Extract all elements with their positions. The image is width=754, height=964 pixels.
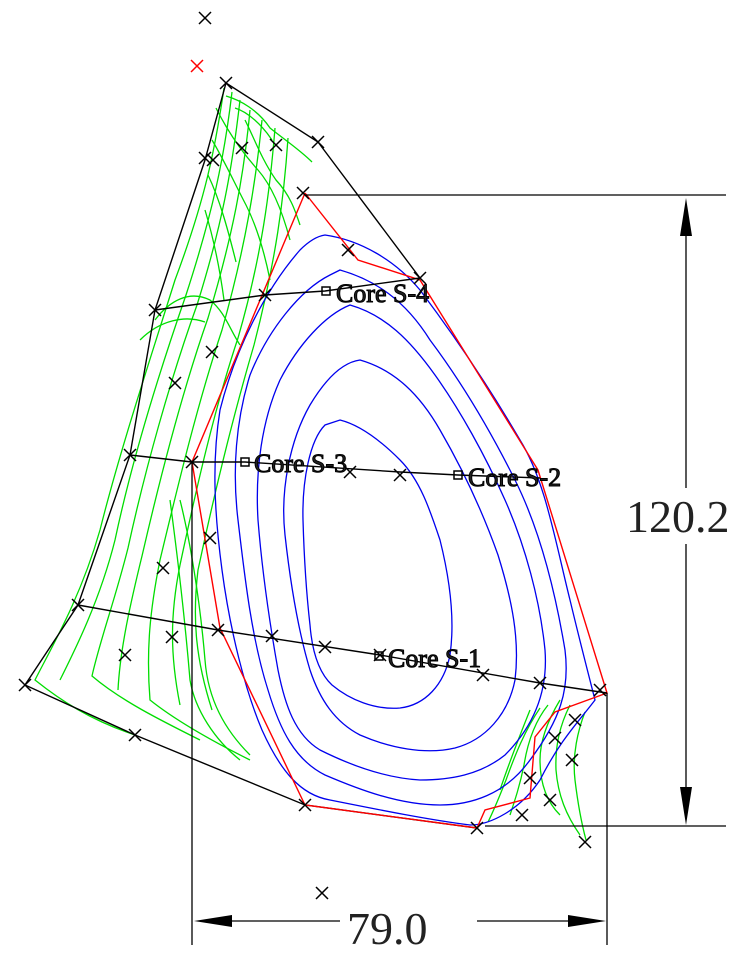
survey-point-x-marker	[533, 676, 547, 690]
survey-point-markers	[18, 11, 607, 900]
survey-point-x-marker	[568, 713, 582, 727]
survey-point-x-marker	[393, 468, 407, 482]
survey-point-x-marker	[123, 448, 137, 462]
survey-point-x-marker	[476, 668, 490, 682]
core-s1-label: Core S-1	[388, 644, 481, 673]
survey-point-x-marker	[198, 151, 212, 165]
core-s2-marker	[453, 470, 463, 480]
survey-point-x-marker	[311, 135, 325, 149]
survey-point-x-marker	[211, 623, 225, 637]
arrowhead-right	[568, 915, 606, 927]
survey-point-x-marker	[148, 303, 162, 317]
survey-point-x-marker-red	[190, 59, 204, 73]
core-s3-label: Core S-3	[254, 449, 347, 478]
survey-point-x-marker	[296, 186, 310, 200]
arrowhead-left	[194, 915, 232, 927]
survey-point-x-marker	[118, 648, 132, 662]
survey-point-x-marker	[341, 243, 355, 257]
height-label-mask	[622, 488, 748, 544]
survey-point-x-marker	[269, 138, 283, 152]
height-dimension-label: 120.2	[626, 491, 730, 542]
inner-boundary	[191, 192, 608, 829]
survey-point-x-marker	[265, 629, 279, 643]
survey-point-x-marker	[548, 731, 562, 745]
core-s2-label: Core S-2	[468, 463, 561, 492]
survey-point-x-marker	[219, 76, 233, 90]
survey-point-x-marker	[206, 153, 220, 167]
survey-point-x-marker	[413, 271, 427, 285]
core-s4-label: Core S-4	[336, 279, 429, 308]
survey-point-x-marker	[298, 798, 312, 812]
survey-point-x-marker	[578, 835, 592, 849]
dimension-arrows	[194, 198, 692, 927]
arrowhead-up	[680, 198, 692, 236]
survey-point-x-marker	[235, 141, 249, 155]
survey-point-x-marker	[373, 648, 387, 662]
survey-point-x-marker	[156, 561, 170, 575]
survey-point-x-marker	[470, 821, 484, 835]
survey-point-x-marker	[185, 455, 199, 469]
survey-point-x-marker	[318, 640, 332, 654]
survey-point-x-marker	[593, 683, 607, 697]
survey-point-x-marker	[198, 11, 212, 25]
core-labels: Core S-4 Core S-3 Core S-2 Core S-1	[240, 279, 562, 674]
inner-contour-lines	[214, 234, 596, 826]
survey-point-x-marker	[515, 808, 529, 822]
survey-point-x-marker	[165, 630, 179, 644]
survey-point-x-marker	[168, 376, 182, 390]
survey-point-x-marker	[71, 598, 85, 612]
core-s4-marker	[321, 286, 331, 296]
survey-point-x-marker	[315, 886, 329, 900]
width-dimension-label: 79.0	[347, 903, 428, 954]
survey-point-x-marker	[128, 728, 142, 742]
outer-contour-lines	[34, 87, 587, 841]
dimension-lines	[191, 194, 726, 945]
survey-point-x-marker	[258, 288, 272, 302]
highlighted-survey-point	[190, 59, 204, 73]
arrowhead-down	[680, 787, 692, 825]
survey-point-x-marker	[18, 678, 32, 692]
survey-point-x-marker	[543, 793, 557, 807]
survey-point-x-marker	[205, 345, 219, 359]
core-s1-marker	[374, 651, 384, 661]
survey-point-x-marker	[203, 531, 217, 545]
core-s3-marker	[240, 457, 250, 467]
survey-point-x-marker	[565, 753, 579, 767]
survey-point-x-marker	[523, 771, 537, 785]
survey-point-x-marker	[343, 465, 357, 479]
